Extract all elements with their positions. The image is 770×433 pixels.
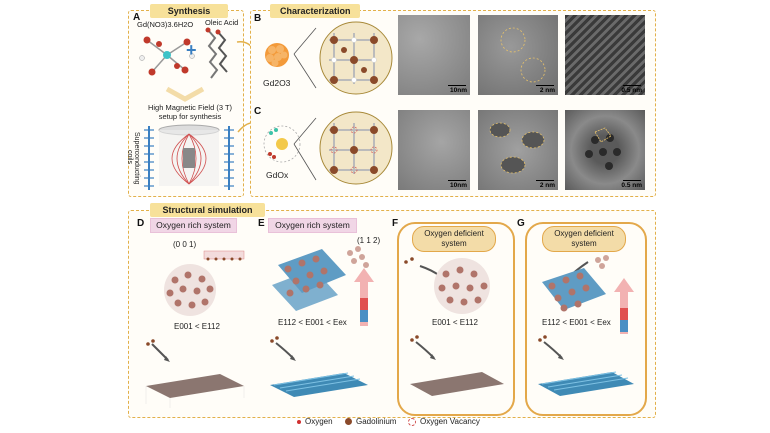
panel-a-letter: A	[133, 12, 141, 23]
scale-bar-b3: 0.5 nm	[621, 87, 642, 94]
panel-f-energy: E001 < E112	[432, 318, 478, 327]
tem-image-b1: 10nm	[398, 15, 470, 95]
scale-bar-b2: 2 nm	[539, 87, 555, 94]
panel-g-substrate-icon	[538, 335, 634, 396]
panel-g-letter: G	[517, 218, 525, 229]
panel-d-cluster-icon	[164, 250, 245, 316]
coils-label: Superconducting coils	[126, 132, 140, 185]
legend-oxygen: Oxygen	[297, 417, 333, 426]
panel-d-direction: (0 0 1)	[173, 240, 197, 249]
vacancy-icon	[408, 417, 416, 426]
panel-f-cluster-icon	[404, 257, 490, 314]
panel-f-substrate-icon	[410, 335, 504, 396]
panel-d-substrate-icon	[145, 339, 245, 408]
scale-bar-c2: 2 nm	[539, 182, 555, 189]
panel-b-letter: B	[254, 13, 262, 24]
gd2o3-lattice-icon	[293, 21, 393, 95]
panel-e-substrate-icon	[270, 336, 368, 397]
panel-g-cluster-icon	[542, 255, 609, 312]
gd2o3-label: Gd2O3	[263, 78, 291, 88]
panel-g-energy: E112 < E001 < Eex	[542, 318, 611, 327]
legend-oxygen-label: Oxygen	[305, 417, 333, 426]
scale-bar-c3: 0.5 nm	[621, 182, 642, 189]
panel-e-energy: E112 < E001 < Eex	[278, 318, 347, 327]
gdox-label: GdOx	[266, 170, 289, 180]
panel-g-field-arrow-icon	[614, 278, 634, 334]
tem-image-c2: 2 nm	[478, 110, 558, 190]
legend-vacancy: Oxygen Vacancy	[408, 417, 480, 426]
characterization-title: Characterization	[270, 4, 360, 18]
gdox-lattice-icon	[293, 111, 393, 185]
precursor-label: Gd(NO3)3.6H2O	[137, 20, 194, 29]
tem-image-c1: 10nm	[398, 110, 470, 190]
panel-f-letter: F	[392, 218, 399, 229]
synthesis-title: Synthesis	[150, 4, 228, 18]
plus-icon: +	[186, 40, 197, 60]
panel-e-cluster-icon	[272, 246, 369, 311]
panel-d-energy: E001 < E112	[174, 322, 220, 331]
precursor-molecule-icon	[139, 36, 195, 76]
panel-f-header: Oxygen deficient system	[412, 226, 496, 252]
tem-image-c3: 0.5 nm	[565, 110, 645, 190]
oxygen-icon	[297, 419, 301, 424]
scale-bar-b1: 10nm	[450, 87, 467, 94]
tem-image-b3: 0.5 nm	[565, 15, 645, 95]
gd2o3-nanoparticle-icon	[265, 43, 289, 67]
field-setup-label: High Magnetic Field (3 T) setup for synt…	[147, 103, 233, 121]
tem-image-b2: 2 nm	[478, 15, 558, 95]
oleic-acid-label: Oleic Acid	[205, 18, 239, 27]
simulation-title: Structural simulation	[150, 203, 265, 217]
panel-e-field-arrow-icon	[354, 268, 374, 326]
panel-c-letter: C	[254, 106, 262, 117]
legend-gadolinium: Gadolinium	[345, 417, 396, 426]
panel-e-direction: (1 1 2)	[357, 236, 381, 245]
panel-g-header: Oxygen deficient system	[542, 226, 626, 252]
panel-e-letter: E	[258, 218, 265, 229]
legend-vacancy-label: Oxygen Vacancy	[420, 417, 480, 426]
panel-d-letter: D	[137, 218, 145, 229]
gadolinium-icon	[345, 418, 352, 425]
panel-d-header: Oxygen rich system	[150, 218, 237, 233]
panel-e-header: Oxygen rich system	[268, 218, 357, 233]
legend-gadolinium-label: Gadolinium	[356, 417, 397, 426]
gdox-nanoparticle-icon	[263, 125, 301, 163]
down-chevron-icon	[165, 86, 205, 102]
oleic-acid-molecule-icon	[205, 27, 228, 79]
scale-bar-c1: 10nm	[450, 182, 467, 189]
magnet-setup-icon	[144, 124, 234, 190]
